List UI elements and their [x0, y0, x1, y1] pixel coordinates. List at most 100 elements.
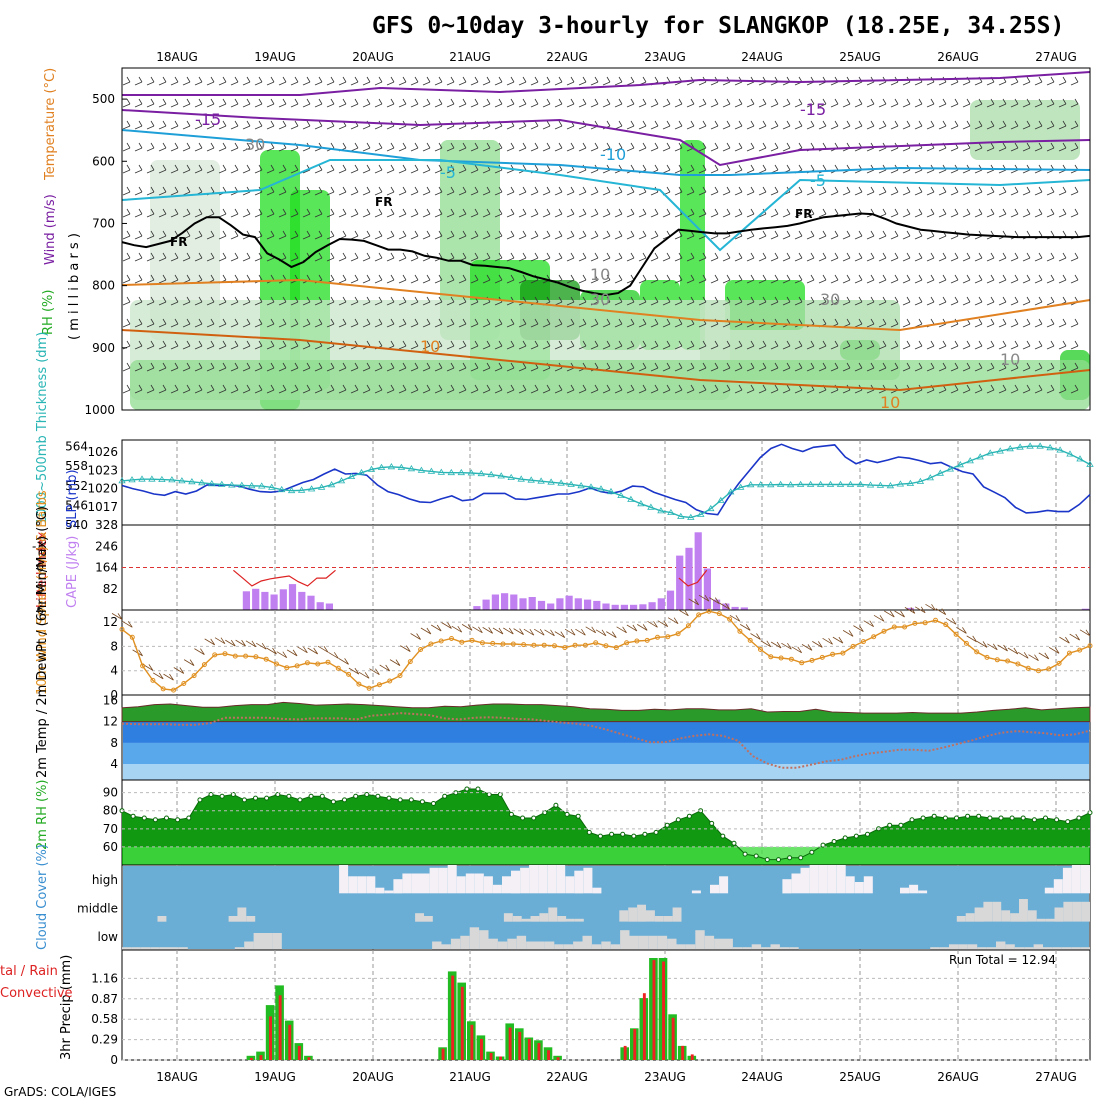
- cloud-high-37: [456, 876, 466, 894]
- upper-barb-46: [158, 98, 167, 108]
- rh-point-51: [686, 813, 692, 819]
- surface-barb-29: [410, 633, 421, 640]
- surface-barb-49: [616, 626, 627, 634]
- upper-barb-1196: [1070, 318, 1079, 328]
- upper-barb-594: [590, 274, 599, 284]
- upper-barb-106: [206, 98, 215, 108]
- upper-barb-835: [782, 296, 791, 306]
- upper-barb-70: [170, 296, 179, 306]
- upper-barb-208: [278, 362, 287, 372]
- thickness-point-23: [347, 472, 356, 479]
- upper-barb-309: [362, 274, 371, 284]
- upper-barb-525: [542, 76, 551, 86]
- upper-barb-702: [674, 340, 683, 350]
- upper-barb-1048: [950, 362, 959, 372]
- thickness-point-57: [687, 513, 695, 520]
- bottom-date-20AUG: 20AUG: [352, 1070, 394, 1084]
- cloud-middle-105: [1054, 907, 1064, 922]
- cape-tick-82: 82: [103, 582, 118, 596]
- upper-barb-570: [578, 76, 587, 86]
- upper-barb-605: [602, 186, 611, 196]
- surface-barb-62: [750, 633, 761, 640]
- upper-barb-167: [254, 120, 263, 130]
- upper-barb-226: [302, 98, 311, 108]
- upper-barb-546: [554, 208, 563, 218]
- upper-barb-756: [722, 208, 731, 218]
- upper-barb-98: [194, 252, 203, 262]
- wind-speed-point-56: [696, 612, 702, 618]
- wind-speed-point-82: [963, 640, 969, 646]
- upper-barb-61: [170, 98, 179, 108]
- upper-barb-77: [182, 120, 191, 130]
- wind-speed-point-76: [902, 624, 908, 630]
- cloud-low-90: [967, 944, 978, 950]
- upper-barb-826: [782, 98, 791, 108]
- upper-barb-973: [890, 362, 899, 372]
- upper-barb-34: [146, 164, 155, 174]
- cape-bar-63: [703, 568, 711, 610]
- rh-point-84: [1054, 817, 1060, 823]
- surface-barb-87: [1007, 647, 1019, 655]
- thickness-point-11: [228, 481, 236, 488]
- upper-barb-926: [854, 318, 863, 328]
- thickness-point-50: [617, 491, 625, 498]
- upper-barb-1105: [998, 296, 1007, 306]
- thickness-point-64: [756, 481, 765, 488]
- upper-barb-1199: [1070, 384, 1079, 394]
- upper-barb-1083: [986, 142, 995, 152]
- wind-speed-point-9: [212, 652, 218, 658]
- surface-barb-72: [853, 625, 864, 632]
- upper-barb-663: [650, 142, 659, 152]
- rh-point-74: [942, 815, 948, 821]
- upper-barb-1066: [974, 98, 983, 108]
- surface-barb-16: [276, 651, 288, 659]
- upper-barb-43: [146, 362, 155, 372]
- upper-barb-371: [410, 318, 419, 328]
- rh-cell-12: [970, 100, 1080, 160]
- upper-barb-627: [614, 340, 623, 350]
- upper-barb-294: [350, 274, 359, 284]
- upper-barb-387: [422, 340, 431, 350]
- upper-barb-236: [302, 318, 311, 328]
- upper-barb-902: [842, 120, 851, 130]
- upper-barb-438: [470, 142, 479, 152]
- upper-barb-857: [806, 120, 815, 130]
- li-tick-6: 6: [36, 603, 44, 617]
- upper-barb-1127: [1022, 120, 1031, 130]
- rh-point-50: [675, 817, 681, 823]
- bottom-date-27AUG: 27AUG: [1035, 1070, 1077, 1084]
- wind-speed-point-64: [778, 655, 784, 661]
- top-date-26AUG: 26AUG: [937, 50, 979, 64]
- upper-barb-466: [494, 98, 503, 108]
- upper-barb-169: [254, 164, 263, 174]
- thickness-point-79: [906, 479, 915, 486]
- upper-barb-809: [758, 384, 767, 394]
- upper-barb-21: [134, 208, 143, 218]
- wind-speed-point-89: [1036, 668, 1041, 674]
- cloud-middle-108: [1081, 901, 1090, 922]
- upper-barb-1133: [1022, 252, 1031, 262]
- cloud-low-61: [695, 930, 705, 950]
- rh-point-22: [364, 792, 370, 797]
- upper-barb-811: [770, 98, 779, 108]
- upper-barb-103: [194, 362, 203, 372]
- rh-tick-70: 70: [103, 822, 118, 836]
- rh-point-6: [186, 815, 192, 821]
- upper-barb-450: [482, 76, 491, 86]
- upper-barb-408: [446, 142, 455, 152]
- upper-barb-1074: [974, 274, 983, 284]
- upper-barb-465: [494, 76, 503, 86]
- cloud-low-58: [667, 938, 677, 950]
- upper-barb-688: [662, 362, 671, 372]
- cloud-low-12: [234, 947, 245, 950]
- rh-line: [121, 788, 1091, 861]
- upper-barb-486: [506, 208, 515, 218]
- upper-barb-768: [734, 142, 743, 152]
- upper-barb-1136: [1022, 318, 1031, 328]
- upper-barb-461: [482, 318, 491, 328]
- upper-barb-390: [434, 76, 443, 86]
- upper-barb-307: [362, 230, 371, 240]
- surface-barb-93: [1069, 633, 1081, 641]
- cloud-low-16: [272, 933, 282, 950]
- thick-tick-558: 558: [65, 459, 88, 473]
